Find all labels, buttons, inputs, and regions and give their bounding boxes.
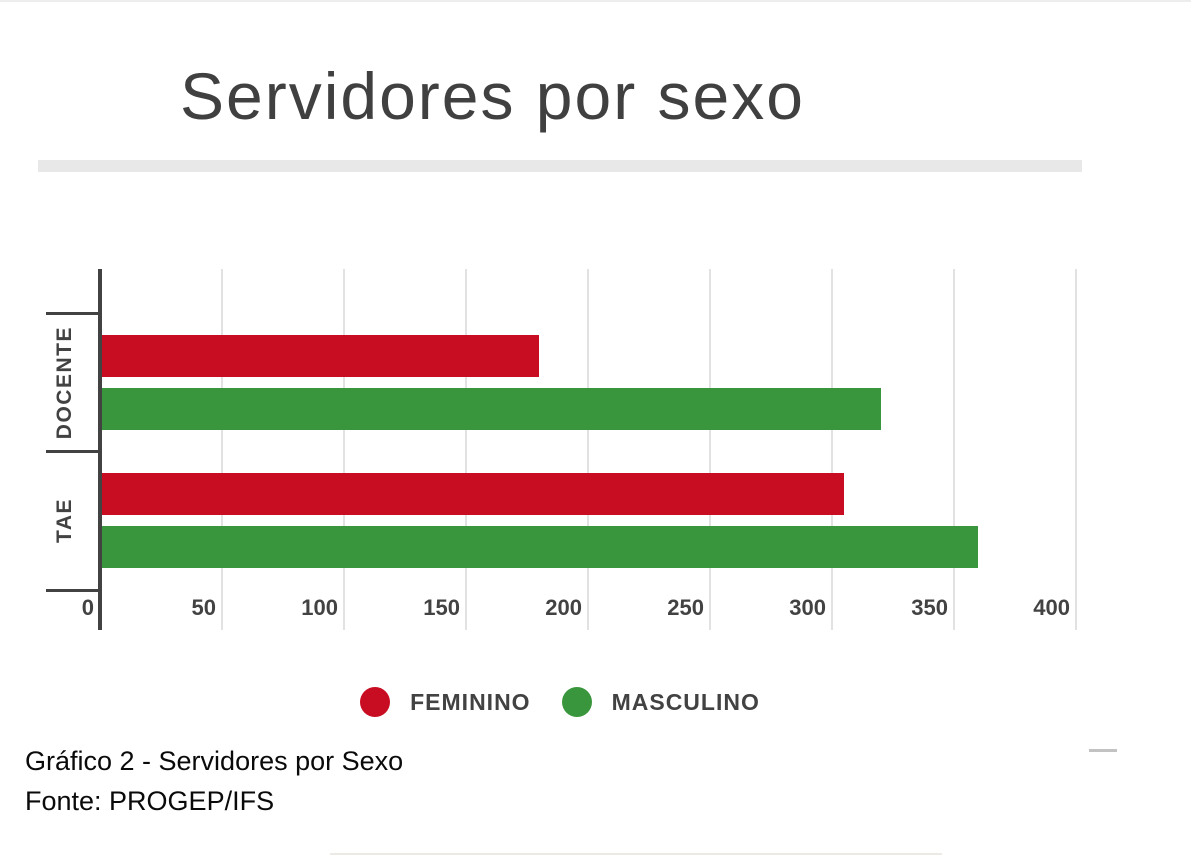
category-axis-tick xyxy=(46,311,100,315)
chart-title: Servidores por sexo xyxy=(180,59,805,133)
gridline-x-200 xyxy=(587,269,589,630)
x-axis-tick-label-250: 250 xyxy=(667,595,704,620)
bar-chart-plot-area: 0 50 100 150 200 250 300 350 400 DOCENTE TAE xyxy=(46,269,1077,630)
gridline-x-150 xyxy=(465,269,467,630)
gridline-x-100 xyxy=(343,269,345,630)
bar-docente-feminino xyxy=(100,334,540,377)
legend-swatch-feminino xyxy=(360,687,391,717)
legend-item-feminino: FEMININO xyxy=(360,687,530,717)
gridline-x-300 xyxy=(831,269,833,630)
gridline-x-250 xyxy=(709,269,711,630)
chart-legend: FEMININO MASCULINO xyxy=(38,678,1082,726)
x-axis-tick-label-100: 100 xyxy=(301,595,338,620)
page-artifact-dash xyxy=(1089,749,1117,752)
bar-docente-masculino xyxy=(100,387,881,430)
legend-swatch-masculino xyxy=(561,687,592,717)
x-axis-tick-label-150: 150 xyxy=(423,595,460,620)
legend-label: FEMININO xyxy=(410,688,531,715)
gridline-x-400 xyxy=(1075,269,1077,630)
x-axis-tick-label-300: 300 xyxy=(789,595,826,620)
x-axis-tick-label-350: 350 xyxy=(911,595,948,620)
legend-label: MASCULINO xyxy=(611,688,760,715)
figure-source: Fonte: PROGEP/IFS xyxy=(25,786,275,816)
x-axis-tick-label-50: 50 xyxy=(191,595,216,620)
x-axis-tick-label-0: 0 xyxy=(81,595,94,620)
category-label-text: DOCENTE xyxy=(53,325,76,439)
gridline-x-50 xyxy=(221,269,223,630)
gridline-x-350 xyxy=(953,269,955,630)
figure-caption-block: Gráfico 2 - Servidores por Sexo Fonte: P… xyxy=(25,741,403,821)
bar-tae-feminino xyxy=(100,473,845,516)
page-top-border xyxy=(0,0,1191,2)
figure-caption: Gráfico 2 - Servidores por Sexo xyxy=(25,746,404,776)
title-underline xyxy=(38,160,1082,172)
y-axis-line xyxy=(98,269,102,630)
category-label-text: TAE xyxy=(53,498,76,544)
category-label-docente: DOCENTE xyxy=(42,313,88,452)
x-axis-tick-label-400: 400 xyxy=(1033,595,1070,620)
legend-item-masculino: MASCULINO xyxy=(561,687,760,717)
bar-tae-masculino xyxy=(100,526,979,569)
page-bottom-rule xyxy=(330,853,942,855)
x-axis-tick-label-200: 200 xyxy=(545,595,582,620)
category-axis-tick xyxy=(46,588,100,592)
category-axis-tick xyxy=(46,450,100,453)
category-label-tae: TAE xyxy=(42,452,88,591)
